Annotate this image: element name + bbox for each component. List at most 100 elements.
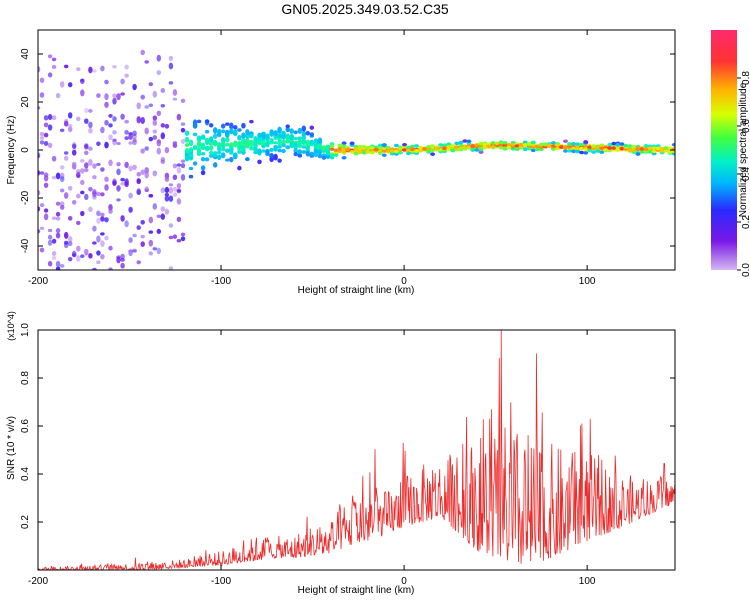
- spectrogram-cell: [305, 130, 311, 136]
- spectrogram-cell: [402, 148, 407, 152]
- spectrogram-cell: [80, 190, 85, 195]
- spectrogram-cell: [208, 123, 214, 128]
- spectrogram-cell: [152, 121, 158, 126]
- spectrogram-cell: [377, 151, 383, 155]
- spectrogram-cell: [506, 143, 512, 147]
- spectrogram-cell: [229, 122, 234, 130]
- spectrogram-cell: [277, 133, 282, 139]
- spectrogram-cell: [180, 127, 186, 133]
- spectrogram-cell: [47, 239, 53, 246]
- spectrogram-cell: [349, 141, 355, 145]
- snr-xtick-label: -100: [211, 576, 231, 587]
- spectrogram-cell: [88, 253, 93, 259]
- spectrogram-cell: [393, 152, 399, 156]
- spectrogram-cell: [546, 143, 552, 147]
- spectrogram-cell: [112, 116, 117, 122]
- spectrogram-cell: [397, 150, 403, 155]
- spectrogram-cell: [180, 139, 186, 144]
- spectrogram-cell: [591, 144, 597, 148]
- spectrogram-cell: [39, 131, 45, 137]
- snr-xtick-label: 100: [579, 576, 596, 587]
- colorbar-tick-label: 0.2: [741, 215, 750, 229]
- spectrogram-cell: [615, 143, 621, 147]
- spectrogram-cell: [301, 139, 307, 146]
- spectrogram-cell: [245, 129, 250, 136]
- spectrogram-cell: [631, 148, 637, 152]
- spectrogram-cell: [184, 157, 190, 161]
- spectrogram-cell: [422, 147, 428, 151]
- spectrogram-cell: [563, 139, 568, 143]
- spectrogram-cell: [406, 151, 411, 156]
- spectrogram-cell: [381, 149, 387, 153]
- spectrogram-cell: [478, 146, 484, 150]
- spectrogram-cell: [160, 87, 166, 94]
- spectrogram-cell: [216, 147, 222, 151]
- spectrogram-cell: [526, 146, 532, 151]
- spectrogram-cell: [168, 235, 174, 240]
- spectrogram-cell: [152, 115, 158, 121]
- spectrogram-cell: [84, 193, 89, 201]
- spectrogram-cell: [47, 54, 53, 59]
- spectrogram-cell: [120, 113, 125, 120]
- spectrogram-cell: [478, 142, 484, 146]
- spectrogram-cell: [43, 208, 49, 213]
- spectrogram-cell: [132, 248, 137, 253]
- spectrogram-cell: [317, 149, 323, 155]
- spectrogram-cell: [152, 247, 158, 251]
- spectrogram-cell: [337, 143, 343, 148]
- spectrogram-cell: [188, 139, 194, 147]
- spectrogram-cell: [373, 147, 379, 152]
- spectrogram-cell: [55, 201, 61, 206]
- spectrogram-cell: [341, 149, 347, 154]
- spectrogram-cell: [530, 148, 536, 153]
- spectrogram-cell: [39, 247, 45, 253]
- spectrogram-cell: [329, 155, 335, 160]
- spectrogram-cell: [100, 253, 105, 260]
- spectrogram-y-axis: -40 -20 0 20 40: [20, 48, 675, 253]
- spectrogram-cell: [144, 169, 149, 174]
- spectrogram-cell: [212, 162, 218, 168]
- spectrogram-cell: [273, 153, 278, 161]
- spectrogram-cell: [200, 156, 206, 162]
- snr-x-axis: -200 -100 0 100: [28, 330, 596, 587]
- spectrogram-cell: [651, 149, 657, 154]
- spectrogram-cell: [402, 142, 407, 147]
- spectrogram-cell: [277, 126, 282, 133]
- spectrogram-cell: [442, 143, 448, 147]
- spectrogram-cell: [192, 122, 198, 129]
- spectrogram-cell: [39, 77, 45, 83]
- spectrogram-cell: [575, 142, 581, 146]
- spectrogram-cell: [579, 150, 585, 155]
- spectrogram-cell: [220, 129, 226, 134]
- spectrogram-cell: [96, 217, 101, 224]
- spectrogram-cell: [281, 148, 286, 154]
- spectrogram-cell: [132, 249, 137, 253]
- spectrogram-cell: [381, 153, 387, 157]
- spectrogram-y-label: Frequency (Hz): [6, 116, 17, 185]
- spectrogram-cell: [579, 142, 585, 147]
- spectrogram-cell: [663, 146, 669, 150]
- spectrogram-cell: [369, 146, 375, 150]
- spectrogram-cell: [100, 65, 105, 72]
- spectrogram-cell: [466, 145, 472, 150]
- spectrogram-cell: [47, 124, 53, 131]
- spectrogram-cell: [216, 154, 222, 161]
- spectrogram-cell: [406, 145, 411, 150]
- spectrogram-cell: [257, 148, 262, 156]
- spectrogram-cell: [241, 132, 246, 140]
- spectrogram-cell: [281, 143, 286, 148]
- spectrogram-cell: [237, 144, 242, 152]
- spectrogram-cell: [120, 262, 125, 269]
- spectrogram-cell: [140, 219, 145, 225]
- spectrogram-cell: [430, 152, 436, 156]
- spectrogram-cell: [212, 140, 218, 146]
- spectrogram-cell: [667, 150, 673, 154]
- spectrogram-cell: [156, 228, 162, 234]
- spectrogram-cell: [265, 148, 270, 155]
- spectrogram-cell: [172, 97, 178, 101]
- spectrogram-cell: [249, 139, 254, 144]
- spectrogram-cell: [59, 81, 65, 88]
- spectrogram-cell: [253, 135, 258, 143]
- spectrogram-cell: [261, 131, 266, 136]
- spectrogram-cell: [329, 142, 335, 146]
